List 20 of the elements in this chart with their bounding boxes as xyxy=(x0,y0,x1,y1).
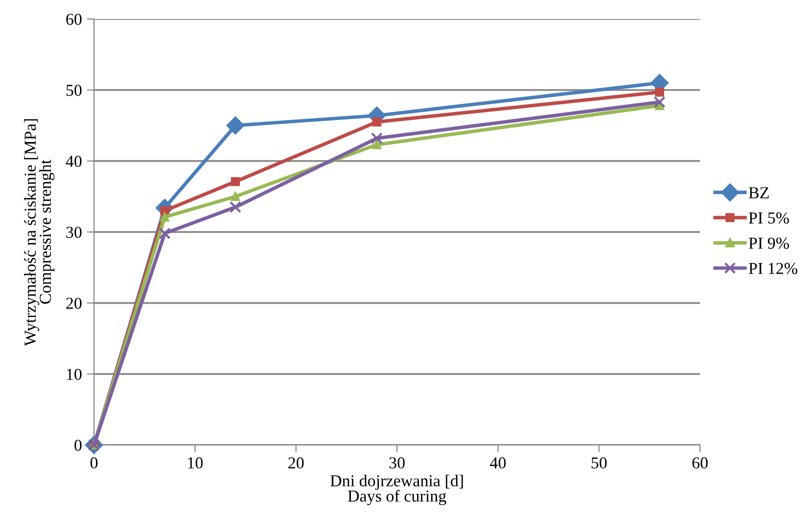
x-tick-label: 40 xyxy=(490,457,506,469)
y-tick-label: 30 xyxy=(66,226,82,238)
x-tick-label: 60 xyxy=(692,457,708,469)
x-tick-label: 50 xyxy=(592,457,607,469)
legend-label: BZ xyxy=(748,187,769,198)
y-tick-label: 0 xyxy=(74,440,82,451)
x-tick-label: 20 xyxy=(288,457,304,469)
y-tick-label: 50 xyxy=(66,84,82,96)
legend-label: PI 5% xyxy=(748,212,789,224)
y-tick-label: 20 xyxy=(66,298,82,309)
y-tick-label: 40 xyxy=(66,156,82,167)
y-tick-label: 60 xyxy=(66,14,82,25)
y-tick-label: 10 xyxy=(66,368,82,380)
y-axis-title: Wytrzymałość na ściskanie [MPa] Compressive strenght xyxy=(24,119,54,346)
x-axis-title: Dni dojrzewania [d] Days of curing xyxy=(330,474,463,506)
legend-label: PI 12% xyxy=(748,262,798,274)
x-tick-label: 10 xyxy=(188,457,203,469)
x-tick-label: 30 xyxy=(389,457,405,469)
x-tick-label: 0 xyxy=(90,457,98,469)
legend-label: PI 9% xyxy=(748,238,789,249)
